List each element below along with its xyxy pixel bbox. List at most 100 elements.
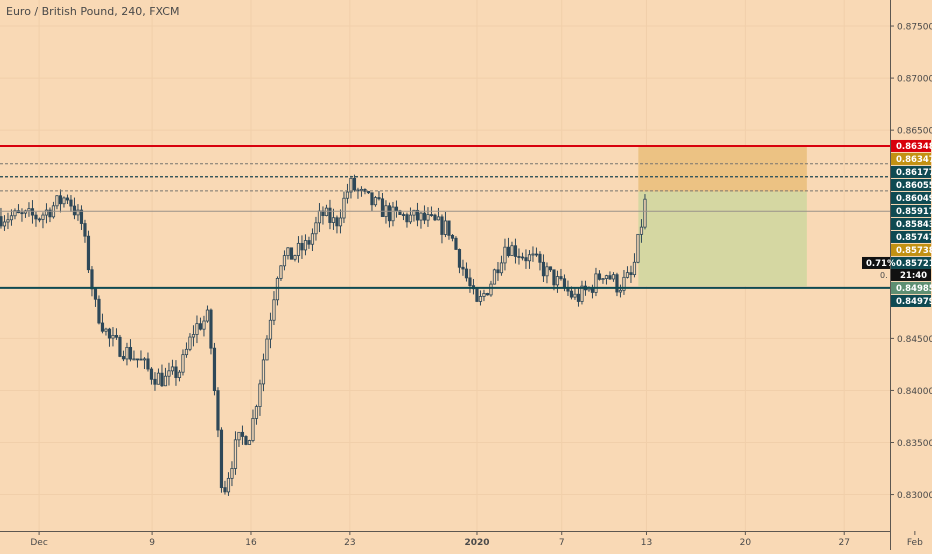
x-tick-label: Dec: [30, 538, 47, 548]
candle-body: [191, 334, 196, 338]
candle-body: [247, 440, 252, 445]
y-tick-label: 0.84000: [897, 387, 932, 397]
candle-body: [412, 209, 416, 216]
candle-body: [324, 207, 329, 217]
candle-body: [415, 209, 420, 221]
candle-body: [128, 346, 133, 360]
candle-body: [146, 358, 150, 370]
candle-body: [307, 240, 311, 245]
candle-body: [90, 269, 94, 290]
candle-body: [254, 406, 259, 419]
candle-body: [97, 298, 101, 324]
candle-body: [174, 366, 178, 378]
candle-body: [230, 468, 234, 479]
candle-body: [114, 335, 119, 338]
candle-body: [195, 323, 199, 335]
candle-body: [405, 214, 409, 223]
price-tag-label: 0.85917: [896, 207, 932, 217]
price-tag: [891, 204, 931, 217]
candle-body: [289, 247, 294, 260]
price-tag-label: 0.86055: [896, 181, 932, 191]
price-tag: [891, 152, 931, 165]
candle-body: [422, 212, 427, 221]
price-tag: [891, 139, 931, 152]
candle-body: [6, 219, 10, 223]
candle-body: [457, 249, 462, 268]
candle-body: [20, 212, 24, 215]
chart-title: Euro / British Pound, 240, FXCM: [6, 5, 180, 18]
candle-body: [62, 197, 66, 205]
candle-body: [510, 245, 514, 257]
price-tag: [891, 281, 931, 294]
candle-body: [489, 283, 493, 296]
candle-body: [100, 322, 105, 332]
y-tick-label: 0.87500: [897, 23, 932, 33]
x-tick-label: 9: [149, 538, 155, 548]
candle-body: [419, 212, 423, 221]
candle-body: [632, 261, 637, 276]
candle-body: [107, 328, 112, 339]
candle-body: [219, 429, 224, 489]
x-tick-label: 16: [245, 538, 257, 548]
candle-body: [597, 273, 602, 280]
candle-body: [2, 221, 7, 227]
percent-tag: [862, 256, 890, 269]
candle-body: [436, 216, 441, 221]
candle-body: [496, 269, 500, 274]
candle-body: [541, 261, 546, 277]
candle-body: [478, 296, 483, 302]
countdown-label: 21:40: [900, 271, 927, 281]
candle-body: [205, 309, 210, 322]
candle-body: [394, 206, 399, 212]
candle-body: [233, 439, 238, 469]
price-tag-label: 0.85738: [896, 246, 932, 256]
x-tick-label: 2020: [464, 538, 489, 548]
candle-body: [37, 218, 42, 221]
candle-body: [338, 217, 343, 227]
price-tag-label: 0.85843: [896, 220, 932, 230]
candle-body: [69, 199, 73, 207]
candle-body: [55, 195, 59, 207]
candle-body: [345, 191, 350, 199]
candle-body: [177, 371, 182, 378]
candle-body: [391, 206, 395, 222]
price-tag: [891, 178, 931, 191]
candle-body: [149, 368, 154, 380]
candle-body: [611, 274, 616, 280]
candle-body: [464, 268, 469, 279]
price-tag-label: 0.86347: [896, 155, 932, 165]
candle-body: [468, 277, 472, 287]
y-tick-label: 0.83500: [897, 439, 932, 449]
candle-body: [198, 323, 203, 330]
candle-body: [317, 210, 322, 224]
candle-body: [121, 356, 126, 360]
position-risk-zone: [638, 146, 807, 192]
candle-body: [34, 214, 38, 220]
candle-body: [433, 214, 437, 221]
candle-body: [503, 246, 507, 264]
price-tag: [891, 165, 931, 178]
candle-body: [268, 319, 273, 340]
candle-body: [303, 240, 308, 251]
y-tick-label: 0.83000: [897, 491, 932, 501]
candle-body: [328, 207, 332, 223]
candle-body: [426, 214, 430, 221]
candle-body: [545, 266, 549, 277]
candle-body: [520, 256, 525, 259]
candle-body: [377, 197, 381, 200]
candle-body: [265, 338, 269, 361]
candle-body: [272, 299, 276, 321]
x-tick-label: Feb: [907, 538, 923, 548]
candle-body: [538, 253, 542, 263]
candle-body: [443, 220, 448, 235]
candle-body: [604, 275, 609, 280]
candle-body: [552, 269, 556, 286]
candle-body: [513, 245, 518, 257]
candle-body: [342, 197, 346, 219]
candle-body: [13, 210, 17, 217]
candle-body: [58, 195, 63, 205]
candle-body: [251, 417, 255, 441]
price-tag: [891, 230, 931, 243]
